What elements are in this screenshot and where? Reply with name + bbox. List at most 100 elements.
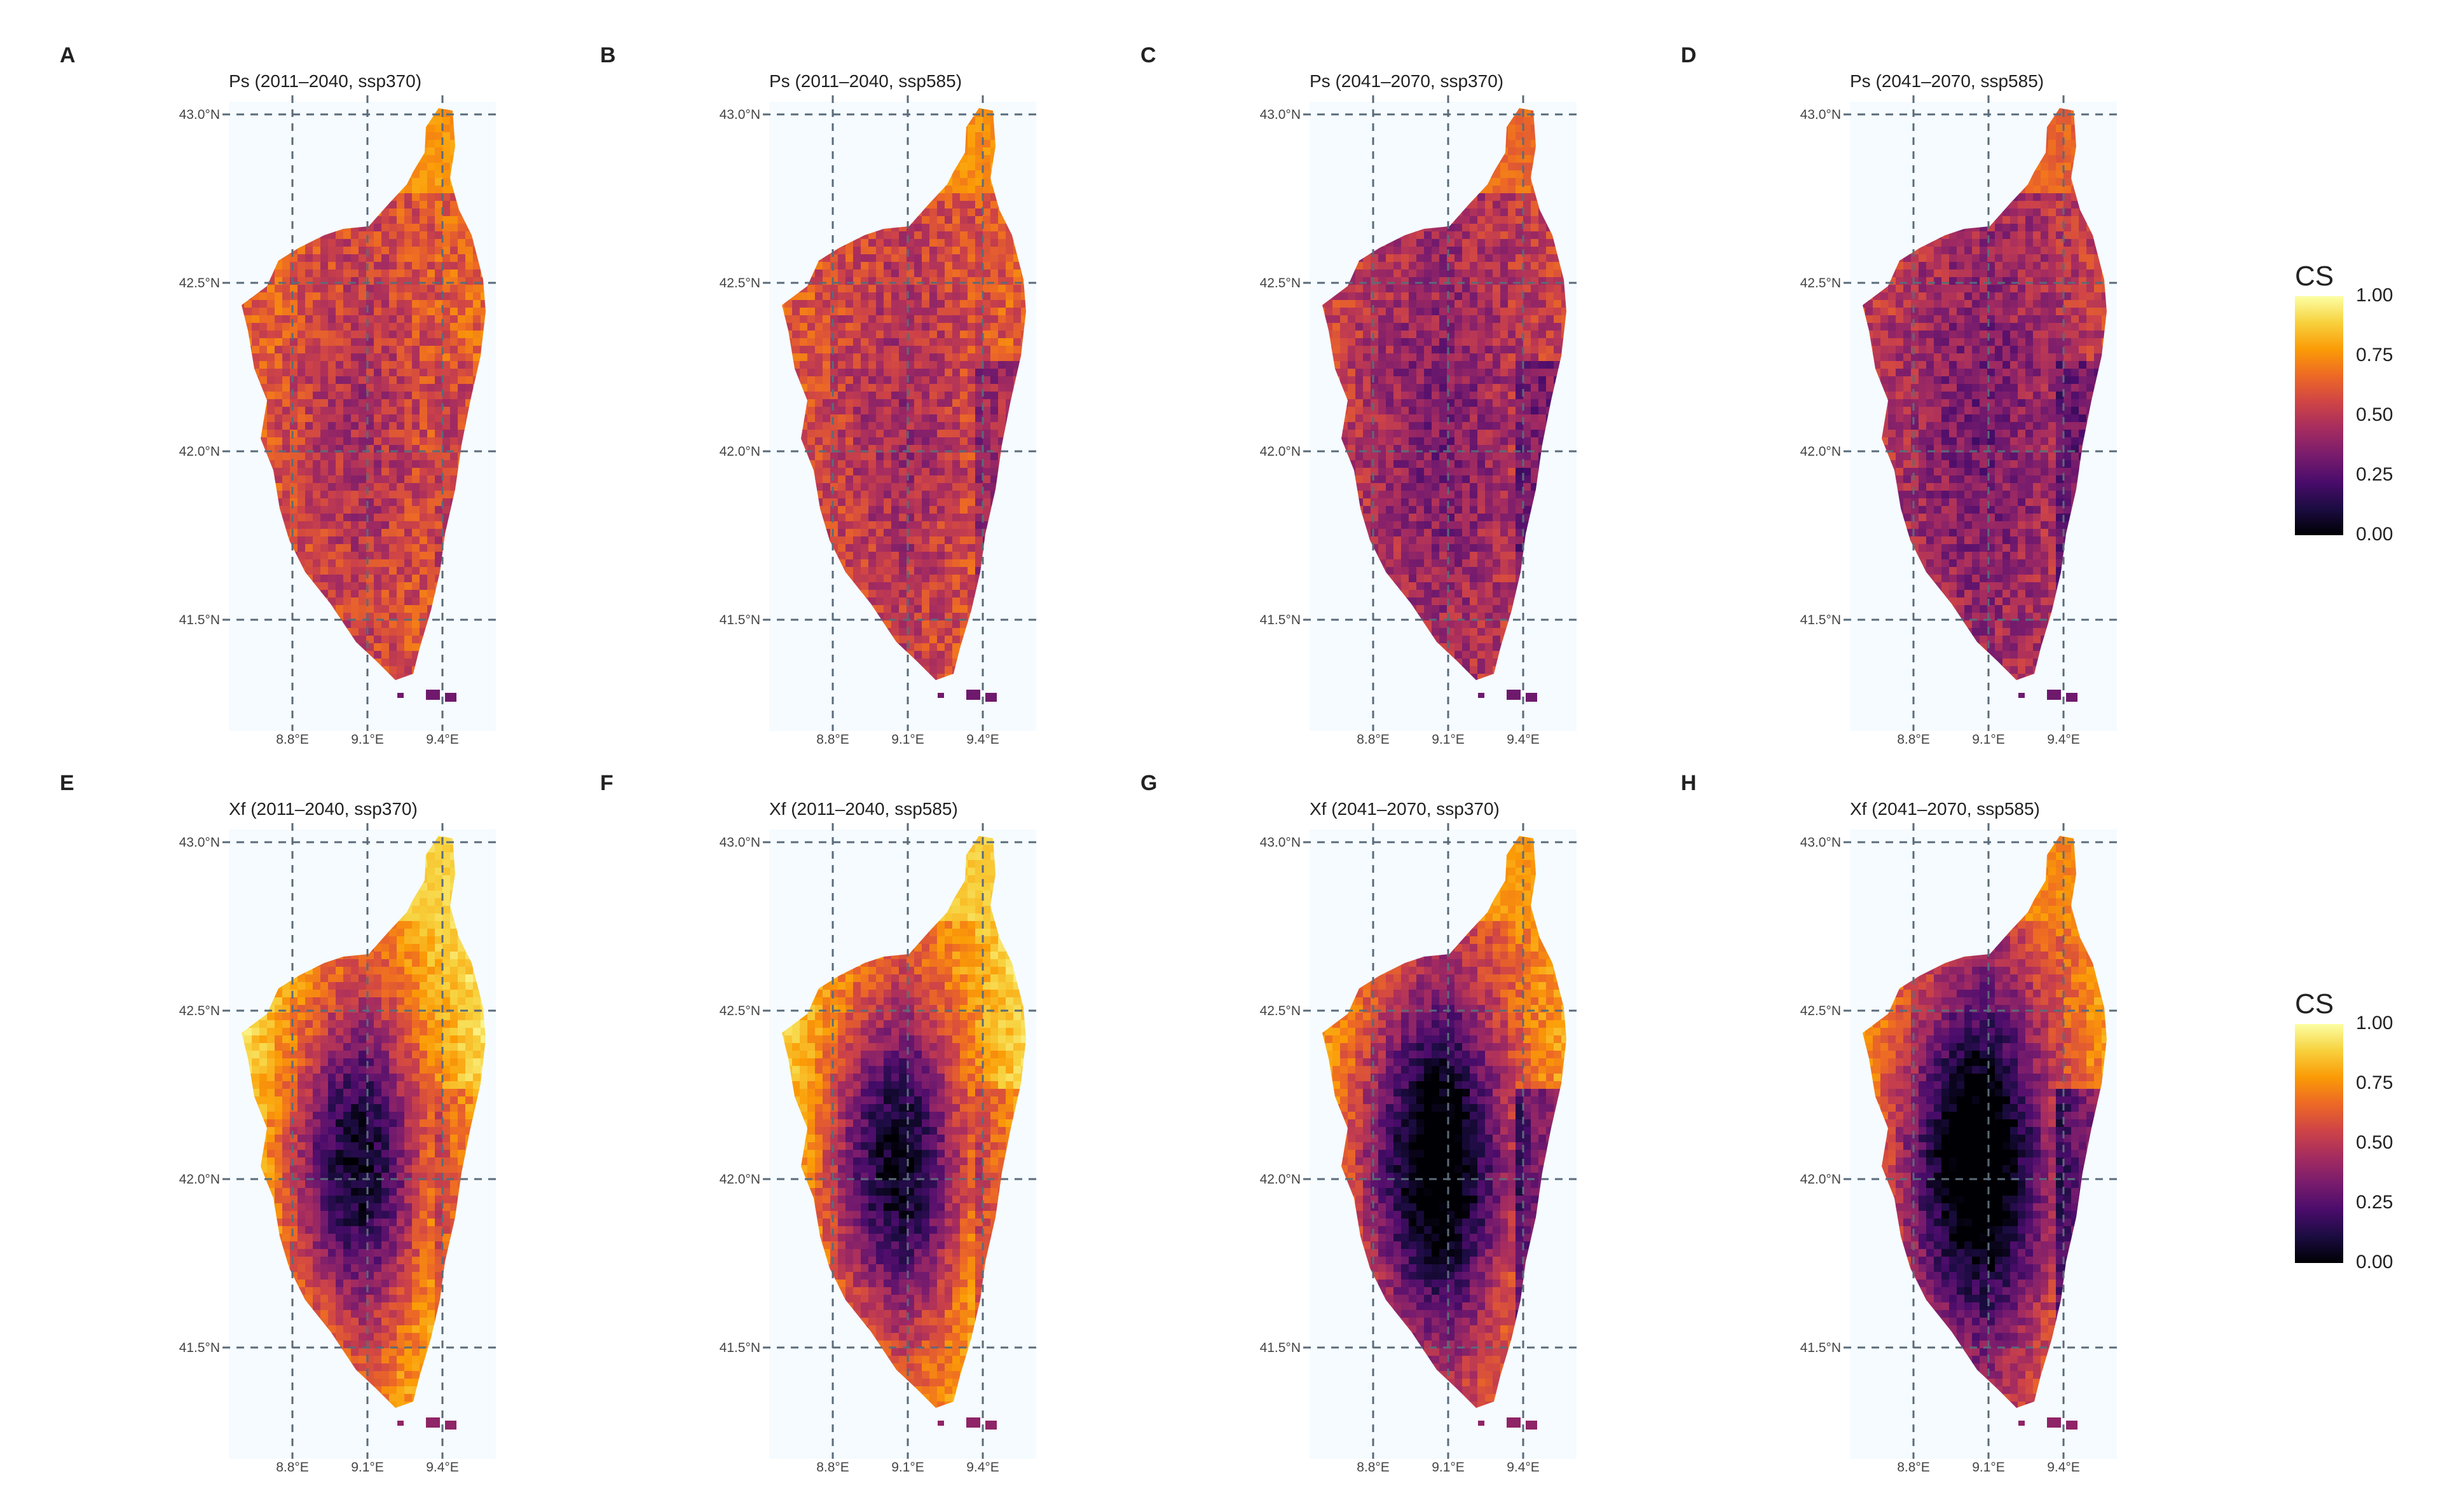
legend-tick <box>2343 356 2350 357</box>
map-panel-g: G Xf (2041–2070, ssp370) 43.0°N 42.5°N 42.0°… <box>1132 766 1666 1475</box>
legend-tick <box>2343 1024 2350 1025</box>
panel-letter: A <box>60 43 76 68</box>
map-panel-b: B Ps (2011–2040, ssp585) 43.0°N 42.5°N 42.0°… <box>591 38 1125 747</box>
map-canvas: 43.0°N 42.5°N 42.0°N 41.5°N 8.8°E 9.1°E 9.4°E <box>179 823 496 1475</box>
lon-tick-label: 9.4°E <box>1507 732 1540 747</box>
map-panel-f: F Xf (2011–2040, ssp585) 43.0°N 42.5°N 42.0°… <box>591 766 1125 1475</box>
panel-title: Xf (2041–2070, ssp585) <box>1850 799 2040 819</box>
islet <box>2047 690 2061 700</box>
islet <box>2018 1421 2025 1426</box>
lon-tick-label: 9.4°E <box>2047 732 2080 747</box>
legend-label: 1.00 <box>2356 1013 2393 1034</box>
map-panel-d: D Ps (2041–2070, ssp585) 43.0°N 42.5°N 42.0°… <box>1672 38 2206 747</box>
panel-title: Ps (2011–2040, ssp585) <box>769 71 962 92</box>
lat-tick-label: 42.5°N <box>1800 276 1841 290</box>
islet <box>985 1421 997 1430</box>
lat-tick-label: 41.5°N <box>179 1341 220 1355</box>
lon-tick-label: 9.4°E <box>1507 1460 1540 1475</box>
lat-tick-label: 42.0°N <box>1260 444 1301 459</box>
panel-letter: E <box>60 771 74 796</box>
map-canvas: 43.0°N 42.5°N 42.0°N 41.5°N 8.8°E 9.1°E 9.4°E <box>1800 823 2117 1475</box>
lon-tick-label: 9.1°E <box>351 732 384 747</box>
islet <box>2047 1417 2061 1428</box>
legend-tick <box>2343 1262 2350 1263</box>
lon-tick-label: 9.1°E <box>891 732 924 747</box>
lat-tick-label: 41.5°N <box>1260 613 1301 627</box>
legend-label: 0.50 <box>2356 404 2393 426</box>
legend-tick <box>2343 534 2350 535</box>
panel-title: Xf (2011–2040, ssp370) <box>229 799 418 819</box>
panel-title: Xf (2011–2040, ssp585) <box>769 799 958 819</box>
islet <box>426 1417 440 1428</box>
lat-tick-label: 42.5°N <box>720 276 760 290</box>
legend-title: CS <box>2295 988 2334 1020</box>
legend-tick <box>2343 1203 2350 1205</box>
map-canvas: 43.0°N 42.5°N 42.0°N 41.5°N 8.8°E 9.1°E 9.4°E <box>179 95 496 747</box>
lon-tick-label: 8.8°E <box>1897 732 1930 747</box>
lon-tick-label: 9.4°E <box>966 732 999 747</box>
lon-tick-label: 9.4°E <box>426 732 459 747</box>
lat-tick-label: 41.5°N <box>1800 613 1841 627</box>
lon-tick-label: 8.8°E <box>1357 732 1390 747</box>
lat-tick-label: 42.5°N <box>179 1004 220 1018</box>
panel-title: Ps (2041–2070, ssp370) <box>1310 71 1503 92</box>
lat-tick-label: 42.0°N <box>1800 1172 1841 1187</box>
map-panel-e: E Xf (2011–2040, ssp370) 43.0°N 42.5°N 42.0°… <box>51 766 585 1475</box>
legend-label: 0.75 <box>2356 1072 2393 1094</box>
lat-tick-label: 41.5°N <box>1260 1341 1301 1355</box>
lat-tick-label: 42.0°N <box>1260 1172 1301 1187</box>
lon-tick-label: 9.1°E <box>1432 732 1465 747</box>
legend-top: CS 1.00 0.75 0.50 0.25 0.00 <box>2295 261 2460 553</box>
lon-tick-label: 9.4°E <box>966 1460 999 1475</box>
lat-tick-label: 43.0°N <box>1260 835 1301 850</box>
legend-tick <box>2343 416 2350 417</box>
islet <box>445 693 456 702</box>
lat-tick-label: 41.5°N <box>1800 1341 1841 1355</box>
lon-tick-label: 9.4°E <box>426 1460 459 1475</box>
islet <box>938 1421 944 1426</box>
lon-tick-label: 8.8°E <box>276 1460 309 1475</box>
lat-tick-label: 42.0°N <box>720 1172 760 1187</box>
islet <box>938 693 944 698</box>
legend-tick <box>2343 296 2350 297</box>
islet <box>1526 1421 1537 1430</box>
legend-label: 1.00 <box>2356 285 2393 306</box>
legend-colorbar <box>2295 296 2343 535</box>
islet <box>426 690 440 700</box>
legend-tick <box>2343 1143 2350 1145</box>
legend-bottom: CS 1.00 0.75 0.50 0.25 0.00 <box>2295 988 2460 1281</box>
lat-tick-label: 42.5°N <box>720 1004 760 1018</box>
lon-tick-label: 8.8°E <box>816 732 849 747</box>
lon-tick-label: 9.1°E <box>1972 732 2005 747</box>
map-canvas: 43.0°N 42.5°N 42.0°N 41.5°N 8.8°E 9.1°E 9.4°E <box>1800 95 2117 747</box>
map-panel-c: C Ps (2041–2070, ssp370) 43.0°N 42.5°N 42.0°… <box>1132 38 1666 747</box>
map-canvas: 43.0°N 42.5°N 42.0°N 41.5°N 8.8°E 9.1°E 9.4°E <box>1260 95 1577 747</box>
map-canvas: 43.0°N 42.5°N 42.0°N 41.5°N 8.8°E 9.1°E 9.4°E <box>1260 823 1577 1475</box>
map-canvas: 43.0°N 42.5°N 42.0°N 41.5°N 8.8°E 9.1°E 9.4°E <box>720 823 1036 1475</box>
legend-title: CS <box>2295 261 2334 292</box>
lon-tick-label: 9.1°E <box>351 1460 384 1475</box>
legend-tick <box>2343 475 2350 477</box>
lat-tick-label: 42.5°N <box>1260 1004 1301 1018</box>
islet <box>2066 693 2077 702</box>
lat-tick-label: 41.5°N <box>720 613 760 627</box>
lat-tick-label: 43.0°N <box>1260 107 1301 122</box>
lat-tick-label: 42.5°N <box>1800 1004 1841 1018</box>
lat-tick-label: 42.0°N <box>179 444 220 459</box>
legend-label: 0.00 <box>2356 524 2393 545</box>
lat-tick-label: 43.0°N <box>720 107 760 122</box>
legend-tick <box>2343 1084 2350 1085</box>
panel-letter: B <box>600 43 616 68</box>
panel-title: Ps (2041–2070, ssp585) <box>1850 71 2044 92</box>
panel-letter: C <box>1140 43 1156 68</box>
islet <box>1526 693 1537 702</box>
islet <box>445 1421 456 1430</box>
legend-label: 0.25 <box>2356 464 2393 486</box>
islet <box>1507 690 1521 700</box>
lon-tick-label: 9.1°E <box>891 1460 924 1475</box>
lat-tick-label: 41.5°N <box>720 1341 760 1355</box>
lat-tick-label: 42.5°N <box>1260 276 1301 290</box>
lon-tick-label: 8.8°E <box>276 732 309 747</box>
islet <box>2066 1421 2077 1430</box>
